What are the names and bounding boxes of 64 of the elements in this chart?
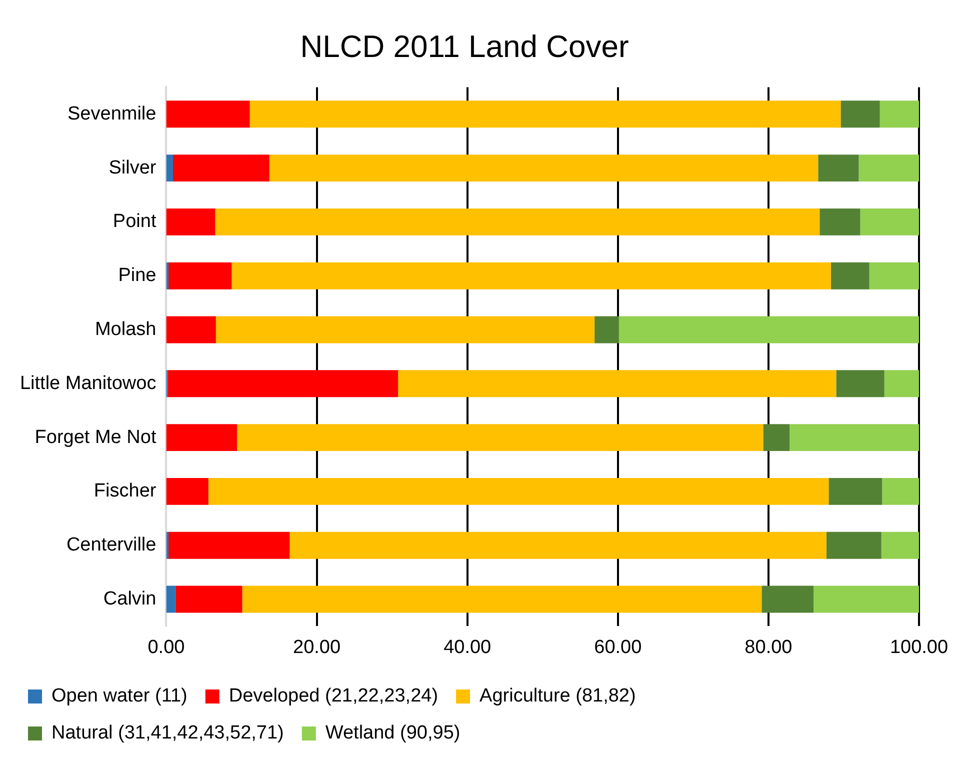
bar <box>166 478 208 505</box>
x-tick-label: 80.00 <box>744 636 792 658</box>
bar <box>168 370 398 398</box>
x-tick-label: 20.00 <box>293 636 341 658</box>
bar <box>818 154 859 182</box>
bar <box>250 100 841 128</box>
x-tick-label: 60.00 <box>594 636 642 658</box>
x-tick-label: 100.00 <box>890 636 948 658</box>
chart-title: NLCD 2011 Land Cover <box>300 29 629 64</box>
bar <box>175 586 242 613</box>
bar <box>762 586 814 613</box>
bar <box>790 424 919 452</box>
y-tick-label: Little Manitowoc <box>20 372 156 394</box>
bar <box>398 370 836 398</box>
bar <box>232 262 831 290</box>
bar <box>594 316 619 344</box>
legend-label: Agriculture (81,82) <box>480 686 636 707</box>
legend-label: Open water (11) <box>52 686 188 707</box>
bar <box>830 262 870 290</box>
legend-label: Developed (21,22,23,24) <box>228 686 438 707</box>
bar <box>828 478 882 505</box>
y-tick-label: Molash <box>94 318 156 340</box>
bar <box>269 154 818 182</box>
bar <box>168 262 232 290</box>
bar <box>216 316 595 344</box>
y-tick-label: Silver <box>108 157 157 178</box>
bar <box>858 154 919 182</box>
bar <box>166 154 174 182</box>
bar <box>208 478 829 505</box>
bar <box>618 316 919 344</box>
x-tick-label: 40.00 <box>444 636 492 658</box>
bar <box>836 370 884 398</box>
y-tick-label: Centerville <box>66 534 156 556</box>
y-tick-label: Fischer <box>94 480 157 502</box>
bar <box>884 370 919 398</box>
bar <box>166 586 176 613</box>
bar <box>882 478 919 505</box>
bar <box>860 208 919 236</box>
bar <box>166 100 250 128</box>
y-tick-label: Pine <box>118 265 156 286</box>
bar <box>166 424 237 452</box>
bar <box>166 208 216 236</box>
bar <box>236 424 764 452</box>
bar <box>880 100 919 128</box>
bar <box>820 208 860 236</box>
y-tick-label: Point <box>112 211 157 232</box>
x-tick-label: 0.00 <box>148 636 185 658</box>
bar <box>290 532 826 559</box>
bar <box>869 262 919 290</box>
legend-label: Natural (31,41,42,43,52,71) <box>52 722 284 744</box>
y-tick-label: Calvin <box>103 588 156 610</box>
bar <box>763 424 790 452</box>
bar <box>168 532 290 559</box>
bar <box>881 532 919 559</box>
bar <box>173 154 270 182</box>
bar <box>840 100 880 128</box>
bar <box>215 208 820 236</box>
y-tick-label: Sevenmile <box>68 103 156 124</box>
bar <box>814 586 919 613</box>
y-tick-label: Forget Me Not <box>34 426 157 448</box>
legend-label: Wetland (90,95) <box>325 722 460 744</box>
bar <box>242 586 762 613</box>
bar <box>826 532 882 559</box>
bar <box>166 316 216 344</box>
